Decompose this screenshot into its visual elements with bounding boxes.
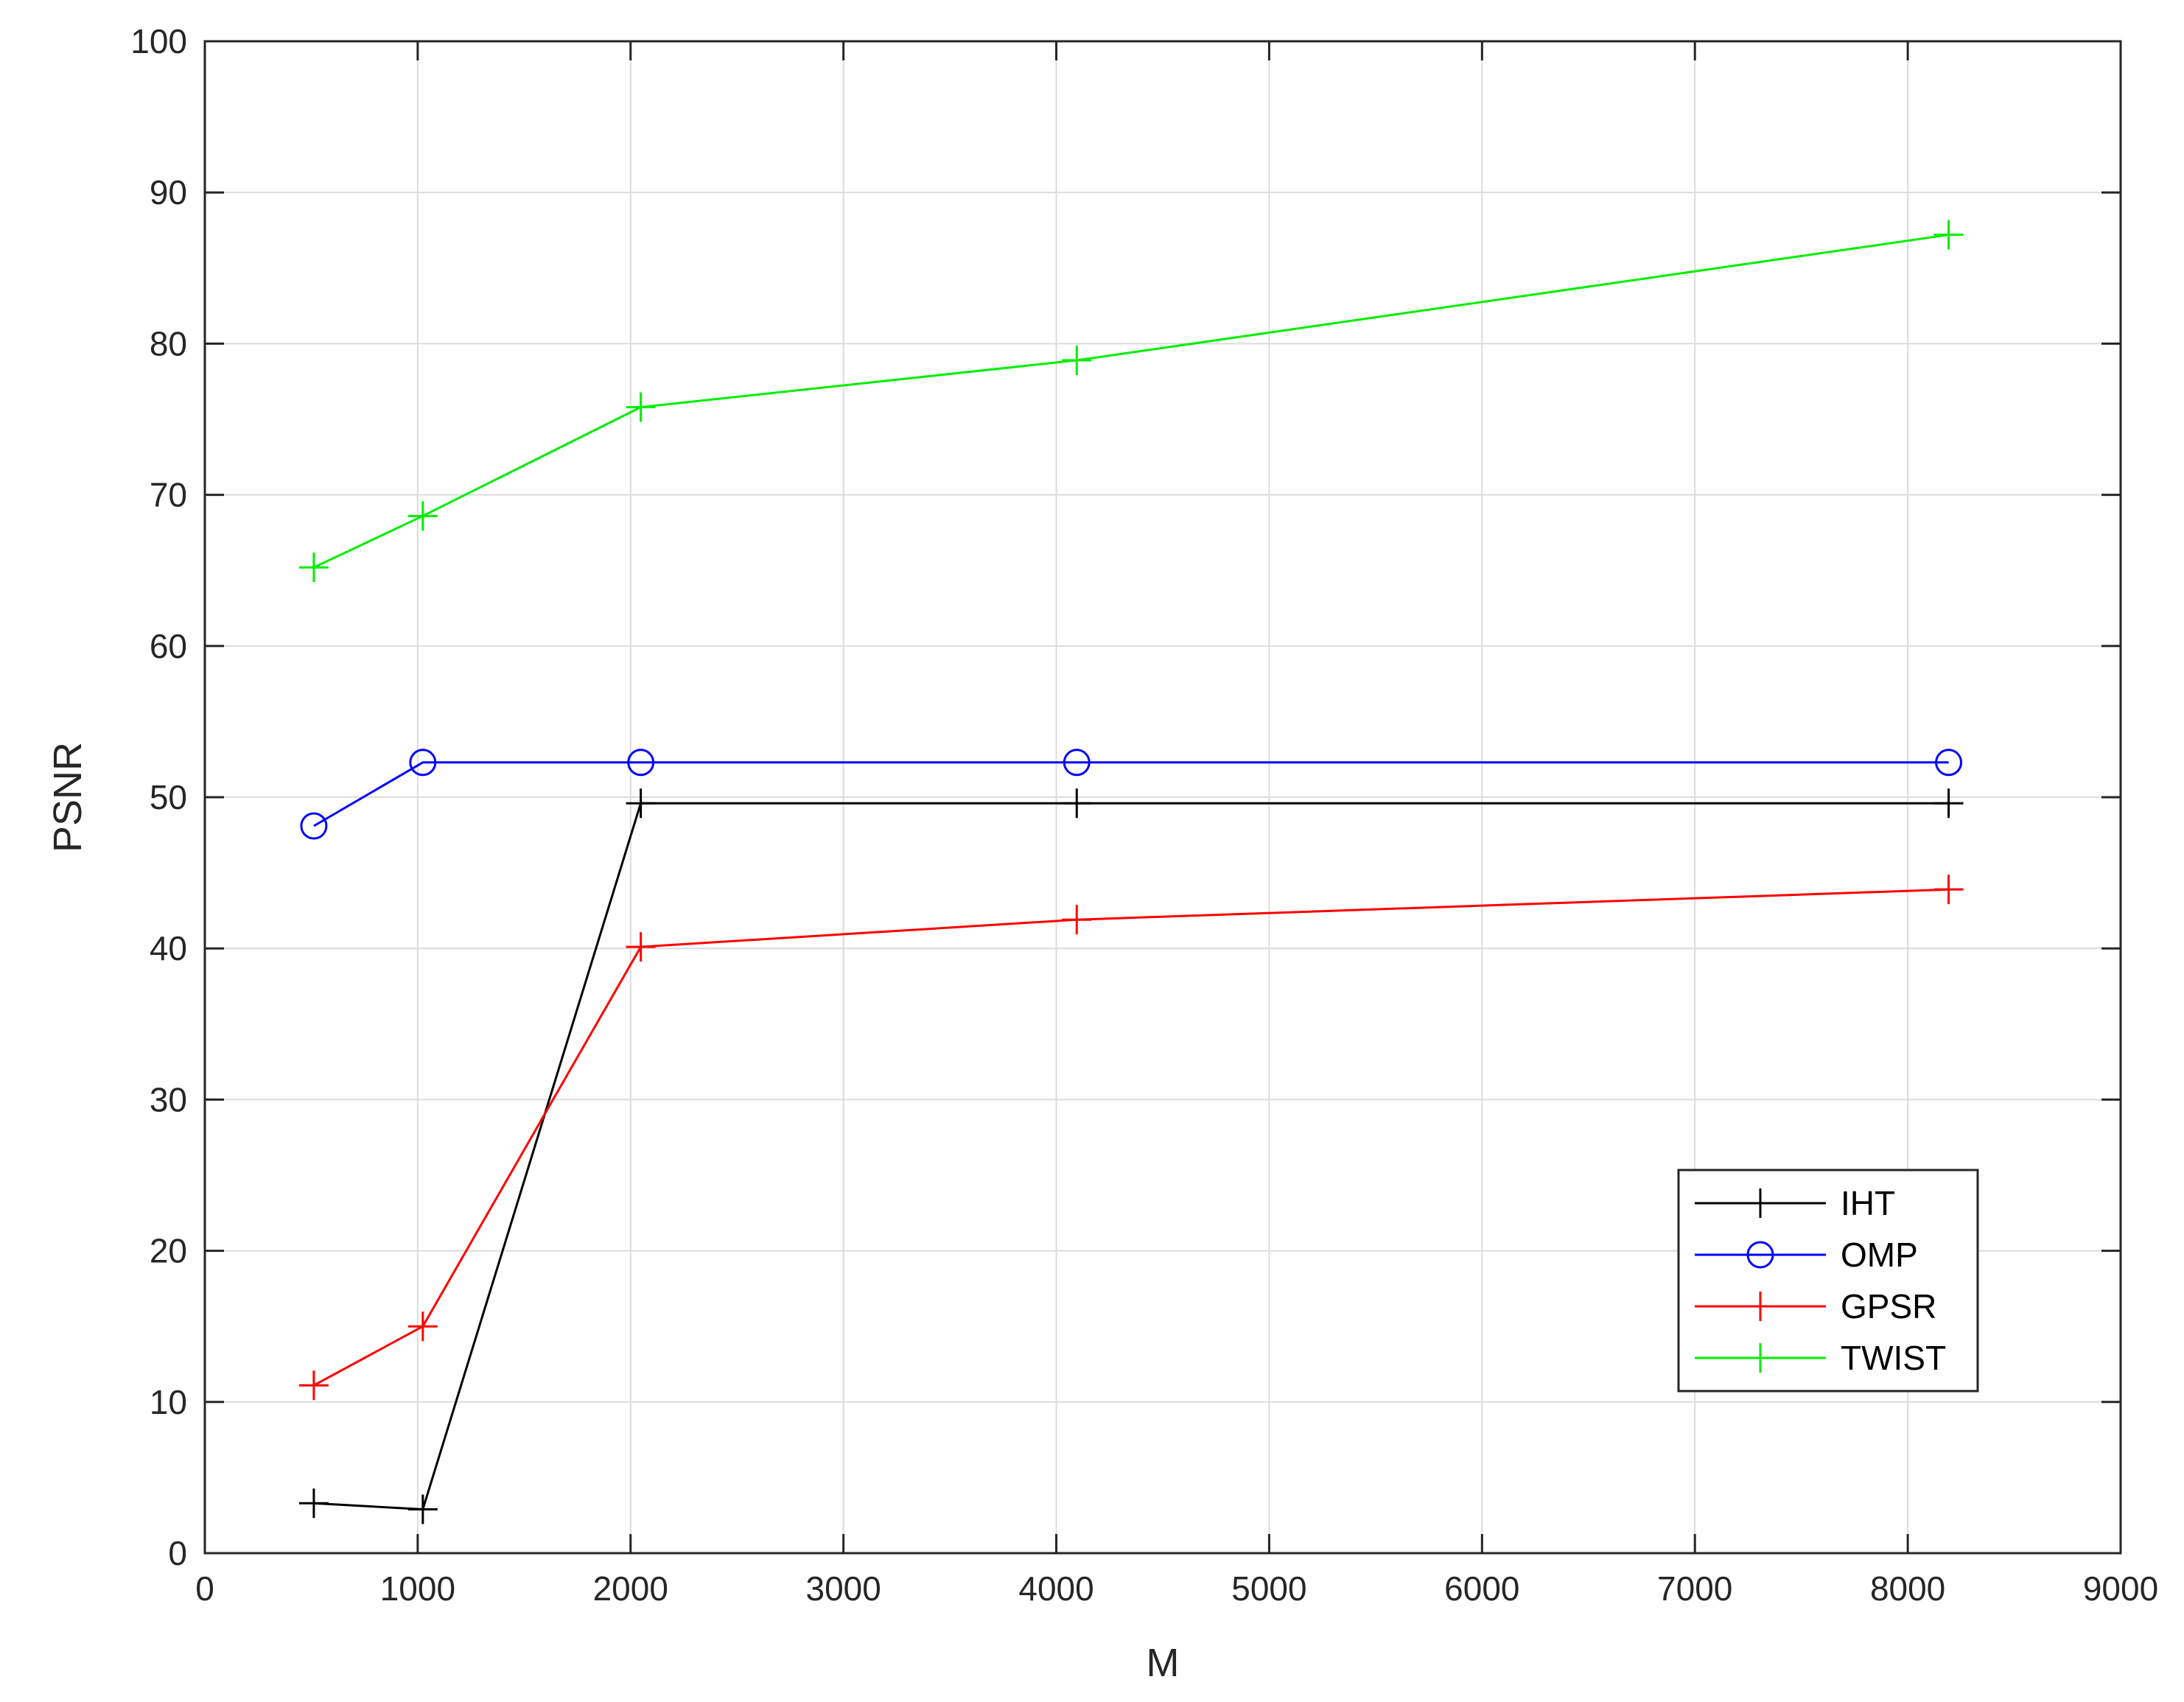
legend-item-omp: OMP: [1695, 1236, 1918, 1274]
x-axis-label: M: [1147, 1641, 1180, 1685]
x-tick-label: 0: [195, 1569, 214, 1608]
x-tick-label: 8000: [1870, 1569, 1945, 1608]
y-tick-label: 10: [150, 1383, 187, 1421]
data-point-gpsr: [1933, 875, 1964, 905]
legend-marker-gpsr: [1746, 1292, 1775, 1321]
y-tick-label: 60: [150, 627, 187, 665]
y-tick-label: 90: [150, 173, 187, 211]
data-point-twist: [1933, 220, 1964, 250]
x-tick-label: 6000: [1444, 1569, 1519, 1608]
x-tick-label: 4000: [1018, 1569, 1093, 1608]
legend-item-iht: IHT: [1695, 1184, 1895, 1222]
data-point-twist: [1062, 345, 1092, 375]
axis-ticks: 0 1000 2000 3000 4000 5000 6000 7000 8000 9000 0 10…: [130, 22, 2158, 1608]
data-point-twist: [298, 553, 329, 583]
y-tick-label: 100: [130, 22, 187, 60]
y-axis-label: PSNR: [46, 742, 90, 852]
legend-label-iht: IHT: [1841, 1184, 1895, 1222]
data-point-iht: [407, 1494, 438, 1524]
legend-marker-iht: [1746, 1188, 1775, 1218]
data-point-omp: [627, 749, 655, 777]
y-tick-label: 30: [150, 1080, 187, 1118]
data-point-omp: [409, 749, 437, 777]
data-point-omp: [300, 812, 328, 840]
data-point-twist: [626, 392, 656, 422]
x-tick-label: 1000: [380, 1569, 455, 1608]
legend-item-twist: TWIST: [1695, 1339, 1946, 1377]
legend-label-gpsr: GPSR: [1841, 1287, 1936, 1325]
series-omp: [300, 749, 1963, 840]
legend-label-omp: OMP: [1841, 1236, 1918, 1274]
series-line-omp: [313, 761, 1949, 827]
series-gpsr: [298, 875, 1964, 1401]
y-tick-label: 20: [150, 1232, 187, 1270]
x-tick-label: 2000: [593, 1569, 668, 1608]
data-point-gpsr: [298, 1370, 329, 1401]
legend-marker-twist: [1746, 1343, 1775, 1373]
data-point-gpsr: [626, 932, 656, 962]
y-tick-label: 50: [150, 778, 187, 816]
data-point-gpsr: [1062, 905, 1092, 935]
x-tick-label: 5000: [1231, 1569, 1306, 1608]
data-point-twist: [407, 501, 438, 531]
data-point-gpsr: [407, 1311, 438, 1342]
legend-marker-omp: [1746, 1241, 1774, 1269]
legend: IHT OMP GPSR TWIST: [1677, 1169, 1979, 1393]
x-tick-label: 9000: [2083, 1569, 2158, 1608]
x-tick-label: 3000: [805, 1569, 881, 1608]
legend-label-twist: TWIST: [1841, 1339, 1946, 1377]
legend-item-gpsr: GPSR: [1695, 1287, 1936, 1325]
y-tick-label: 80: [150, 324, 187, 363]
y-tick-label: 70: [150, 476, 187, 514]
data-point-iht: [626, 788, 656, 819]
data-point-iht: [298, 1488, 329, 1519]
y-tick-label: 40: [150, 929, 187, 967]
series-iht: [298, 788, 1964, 1524]
series-layer: [298, 220, 1964, 1524]
legend-box: [1677, 1169, 1979, 1393]
data-point-iht: [1933, 788, 1964, 819]
x-tick-label: 7000: [1657, 1569, 1732, 1608]
y-tick-label: 0: [168, 1534, 187, 1572]
series-twist: [298, 220, 1964, 583]
data-point-iht: [1062, 788, 1092, 819]
data-point-omp: [1935, 749, 1963, 777]
data-point-omp: [1063, 749, 1091, 777]
